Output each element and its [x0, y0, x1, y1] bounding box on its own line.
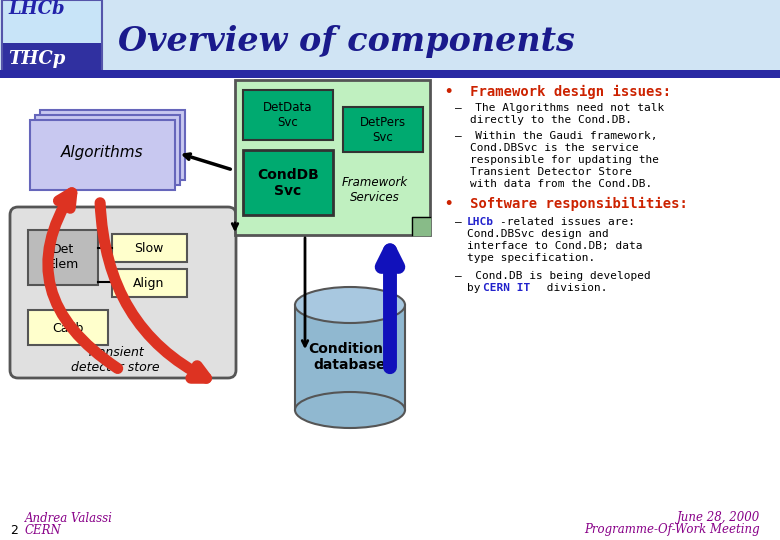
FancyBboxPatch shape: [243, 90, 333, 140]
Text: CERN: CERN: [25, 523, 62, 537]
Text: •  Software responsibilities:: • Software responsibilities:: [445, 197, 688, 211]
Text: Align: Align: [133, 276, 165, 289]
Bar: [2, 43, 102, 72]
Bar: [2, 0, 102, 43]
Text: with data from the Cond.DB.: with data from the Cond.DB.: [470, 179, 652, 189]
FancyBboxPatch shape: [343, 107, 423, 152]
Text: interface to Cond.DB; data: interface to Cond.DB; data: [467, 241, 643, 251]
FancyBboxPatch shape: [28, 310, 108, 345]
Text: –  Cond.DB is being developed: – Cond.DB is being developed: [455, 271, 651, 281]
Text: CERN IT: CERN IT: [483, 283, 530, 293]
Text: Andrea Valassi: Andrea Valassi: [25, 511, 113, 524]
Text: Overview of components: Overview of components: [118, 25, 575, 58]
Text: 2: 2: [10, 523, 18, 537]
FancyBboxPatch shape: [112, 234, 187, 262]
Bar: [2, 0, 102, 72]
Text: type specification.: type specification.: [467, 253, 595, 263]
Text: Algorithms: Algorithms: [61, 145, 144, 160]
Text: •  Framework design issues:: • Framework design issues:: [445, 85, 671, 99]
Text: Det
Elem: Det Elem: [48, 243, 79, 271]
FancyBboxPatch shape: [235, 80, 430, 235]
Text: –  The Algorithms need not talk: – The Algorithms need not talk: [455, 103, 665, 113]
FancyBboxPatch shape: [112, 269, 187, 297]
Text: division.: division.: [540, 283, 608, 293]
Text: Conditions
database: Conditions database: [308, 342, 392, 372]
Polygon shape: [412, 217, 430, 235]
FancyBboxPatch shape: [40, 110, 185, 180]
Text: by: by: [467, 283, 488, 293]
FancyBboxPatch shape: [30, 120, 175, 190]
Text: Transient Detector Store: Transient Detector Store: [470, 167, 632, 177]
Bar: [0, 70, 780, 78]
FancyBboxPatch shape: [35, 115, 180, 185]
Text: Framework
Services: Framework Services: [342, 176, 408, 204]
Text: Cond.DBSvc design and: Cond.DBSvc design and: [467, 229, 608, 239]
Text: LHCb: LHCb: [467, 217, 494, 227]
Bar: [295, 305, 405, 410]
Bar: [0, 0, 780, 72]
Text: -related issues are:: -related issues are:: [500, 217, 635, 227]
Text: Transient
detector store: Transient detector store: [71, 346, 159, 374]
Text: Cond.DBSvc is the service: Cond.DBSvc is the service: [470, 143, 639, 153]
FancyBboxPatch shape: [243, 150, 333, 215]
Text: DetData
Svc: DetData Svc: [264, 101, 313, 129]
Ellipse shape: [295, 392, 405, 428]
Text: THCp: THCp: [8, 50, 66, 68]
Text: –: –: [455, 217, 475, 227]
Text: CondDB
Svc: CondDB Svc: [257, 168, 319, 198]
Text: Calib: Calib: [52, 321, 83, 334]
Text: –  Within the Gaudi framework,: – Within the Gaudi framework,: [455, 131, 658, 141]
Text: responsible for updating the: responsible for updating the: [470, 155, 659, 165]
Ellipse shape: [295, 287, 405, 323]
Text: Slow: Slow: [134, 241, 164, 254]
FancyBboxPatch shape: [28, 230, 98, 285]
Text: directly to the Cond.DB.: directly to the Cond.DB.: [470, 115, 632, 125]
Text: DetPers
Svc: DetPers Svc: [360, 116, 406, 144]
Text: June 28, 2000: June 28, 2000: [677, 511, 760, 524]
Text: LHCb: LHCb: [8, 0, 65, 18]
FancyBboxPatch shape: [10, 207, 236, 378]
Text: Programme-Of-Work Meeting: Programme-Of-Work Meeting: [584, 523, 760, 537]
